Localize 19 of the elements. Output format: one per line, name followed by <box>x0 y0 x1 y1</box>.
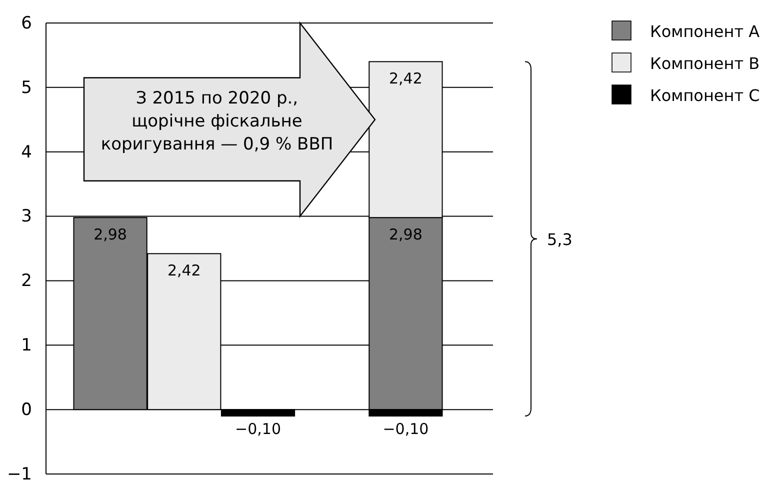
annotation: З 2015 по 2020 р., щорічне фіскальне коригування — 0,9 % ВВП <box>100 88 334 155</box>
data-label: 2,42 <box>389 70 422 88</box>
data-label: 2,98 <box>94 226 127 244</box>
y-tick-label: 2 <box>21 271 32 292</box>
y-tick-label: −1 <box>6 464 32 484</box>
y-tick-label: 0 <box>21 400 32 420</box>
legend-label: Компонент C <box>650 86 760 105</box>
y-tick-label: 1 <box>21 336 32 356</box>
text: 5,3 <box>547 230 572 249</box>
y-tick-label: 5 <box>21 78 32 98</box>
legend-label: Компонент A <box>650 22 760 41</box>
data-label: −0,10 <box>382 420 429 438</box>
y-tick-label: 3 <box>21 206 32 227</box>
data-label: −0,10 <box>235 420 281 438</box>
y-tick-label: 6 <box>21 13 32 34</box>
data-label: 2,42 <box>167 262 201 280</box>
legend-label: Компонент B <box>650 54 760 73</box>
y-tick-label: 4 <box>21 142 32 162</box>
data-label: 2,98 <box>389 226 422 244</box>
